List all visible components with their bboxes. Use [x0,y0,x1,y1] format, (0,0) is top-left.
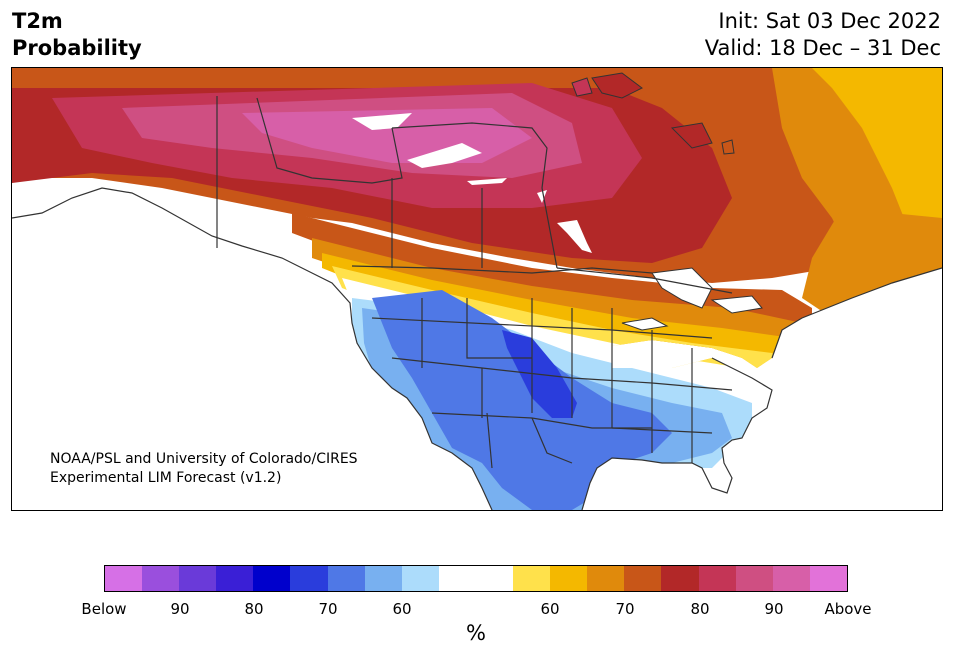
colorbar-tick-label: 70 [615,600,635,618]
arctic-islands [571,72,735,155]
colorbar-cell [624,566,662,591]
colorbar-cell [327,566,365,591]
colorbar-cell [698,566,736,591]
colorbar-cell [513,566,551,591]
credit-line-1: NOAA/PSL and University of Colorado/CIRE… [50,451,358,467]
colorbar-tick-label: 70 [318,600,338,618]
colorbar-tick-label: 80 [244,600,264,618]
title-line-1: T2m [12,9,63,33]
colorbar-unit: % [466,621,486,645]
forecast-dates: Init: Sat 03 Dec 2022 Valid: 18 Dec – 31… [705,8,941,62]
colorbar-tick-label: 60 [392,600,412,618]
colorbar-cell [216,566,254,591]
colorbar-cell [587,566,625,591]
map-svg [12,68,942,510]
colorbar-cell [364,566,402,591]
colorbar-tick-label: 90 [170,600,190,618]
valid-date: Valid: 18 Dec – 31 Dec [704,36,941,60]
colorbar-cell [735,566,773,591]
colorbar-tick-label: Above [824,600,872,618]
colorbar-cell [142,566,180,591]
colorbar-cell [253,566,291,591]
colorbar-cell [772,566,810,591]
map-title: T2m Probability [12,8,142,62]
colorbar-tick-label: 90 [764,600,784,618]
colorbar-cell [550,566,588,591]
credit-line-2: Experimental LIM Forecast (v1.2) [50,470,282,486]
colorbar-cell [438,566,476,591]
colorbar-tick-label: 60 [540,600,560,618]
forecast-map: NOAA/PSL and University of Colorado/CIRE… [11,67,943,511]
colorbar-cell [105,566,143,591]
forecast-credit-text: NOAA/PSL and University of Colorado/CIRE… [50,450,358,488]
colorbar-cell [401,566,439,591]
title-line-2: Probability [12,36,142,60]
colorbar-cell [661,566,699,591]
probability-fields [12,68,942,510]
lakes [352,113,763,331]
probability-colorbar [104,565,848,592]
init-date: Init: Sat 03 Dec 2022 [718,9,941,33]
colorbar-tick-label: Below [81,600,127,618]
colorbar-tick-label: 80 [690,600,710,618]
colorbar-cell [290,566,328,591]
political-boundaries [12,96,942,510]
colorbar-cell [179,566,217,591]
colorbar-cell [475,566,514,591]
colorbar-cell [809,566,847,591]
